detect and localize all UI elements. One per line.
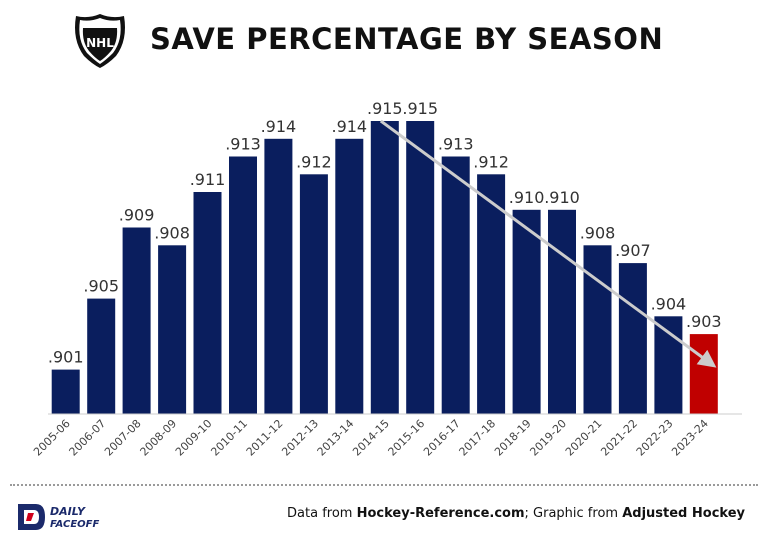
trend-arrow: [379, 119, 717, 368]
data-label-2020-21: .908: [580, 223, 616, 242]
daily-faceoff-word-2: FACEOFF: [50, 519, 99, 530]
source-prefix: Data from: [287, 506, 357, 521]
bar-2018-19: [512, 209, 541, 414]
bar-2014-15: [370, 121, 399, 414]
bar-chart: .901.905.909.908.911.913.914.912.914.915…: [31, 99, 742, 459]
data-label-2018-19: .910: [509, 188, 545, 207]
source-site: Hockey-Reference.com: [356, 506, 525, 521]
data-label-2022-23: .904: [651, 294, 687, 313]
bar-2015-16: [406, 121, 435, 414]
x-tick-2009-10: 2009-10: [173, 417, 215, 459]
bar-2011-12: [264, 138, 293, 415]
chart-title: SAVE PERCENTAGE BY SEASON: [150, 22, 664, 56]
data-label-2010-11: .913: [225, 135, 261, 154]
data-label-2016-17: .913: [438, 135, 474, 154]
x-tick-2015-16: 2015-16: [386, 417, 428, 459]
data-label-2007-08: .909: [119, 206, 155, 225]
data-label-2019-20: .910: [544, 188, 580, 207]
x-tick-2010-11: 2010-11: [208, 417, 250, 459]
x-tick-2018-19: 2018-19: [492, 417, 534, 459]
footer-divider: [10, 484, 758, 486]
bar-2007-08: [122, 227, 151, 414]
bar-2010-11: [229, 156, 257, 414]
data-label-2015-16: .915: [402, 99, 438, 118]
bar-2013-14: [335, 138, 364, 415]
source-mid: ; Graphic from: [524, 506, 623, 521]
bar-2012-13: [299, 174, 328, 414]
x-tick-2020-21: 2020-21: [563, 417, 605, 459]
x-tick-2016-17: 2016-17: [421, 417, 463, 459]
x-tick-2005-06: 2005-06: [31, 417, 73, 459]
nhl-logo: NHL: [75, 14, 125, 68]
data-label-2017-18: .912: [473, 152, 509, 171]
nhl-logo-text: NHL: [86, 36, 114, 50]
x-tick-2012-13: 2012-13: [279, 417, 321, 459]
x-tick-2011-12: 2011-12: [244, 417, 286, 459]
bar-2021-22: [618, 263, 647, 414]
source-credit: Data from Hockey-Reference.com; Graphic …: [287, 506, 745, 521]
data-label-2012-13: .912: [296, 152, 332, 171]
daily-faceoff-word-1: DAILY: [50, 505, 86, 518]
bar-2019-20: [548, 209, 576, 414]
bar-2023-24: [689, 334, 718, 414]
data-label-2014-15: .915: [367, 99, 403, 118]
data-label-2021-22: .907: [615, 241, 651, 260]
x-tick-2014-15: 2014-15: [350, 417, 392, 459]
bar-2006-07: [87, 298, 116, 414]
bar-2020-21: [583, 245, 612, 414]
x-tick-2022-23: 2022-23: [634, 417, 676, 459]
x-tick-2007-08: 2007-08: [102, 417, 144, 459]
data-label-2011-12: .914: [261, 117, 297, 136]
data-label-2009-10: .911: [190, 170, 226, 189]
data-label-2005-06: .901: [48, 348, 84, 367]
bar-2008-09: [158, 245, 187, 414]
x-tick-2008-09: 2008-09: [138, 417, 180, 459]
x-tick-2006-07: 2006-07: [67, 417, 109, 459]
bar-2005-06: [51, 369, 80, 414]
data-label-2006-07: .905: [83, 277, 119, 296]
bar-2009-10: [193, 192, 222, 414]
x-tick-2023-24: 2023-24: [669, 417, 711, 459]
daily-faceoff-logo: DAILY FACEOFF: [18, 504, 99, 530]
source-author: Adjusted Hockey: [622, 506, 745, 521]
data-label-2023-24: .903: [686, 312, 722, 331]
x-tick-2019-20: 2019-20: [527, 417, 569, 459]
data-label-2008-09: .908: [154, 223, 190, 242]
data-label-2013-14: .914: [331, 117, 367, 136]
bar-2016-17: [441, 156, 470, 414]
x-tick-2017-18: 2017-18: [457, 417, 499, 459]
x-tick-2013-14: 2013-14: [315, 417, 357, 459]
bar-2017-18: [477, 174, 506, 414]
x-tick-2021-22: 2021-22: [598, 417, 640, 459]
